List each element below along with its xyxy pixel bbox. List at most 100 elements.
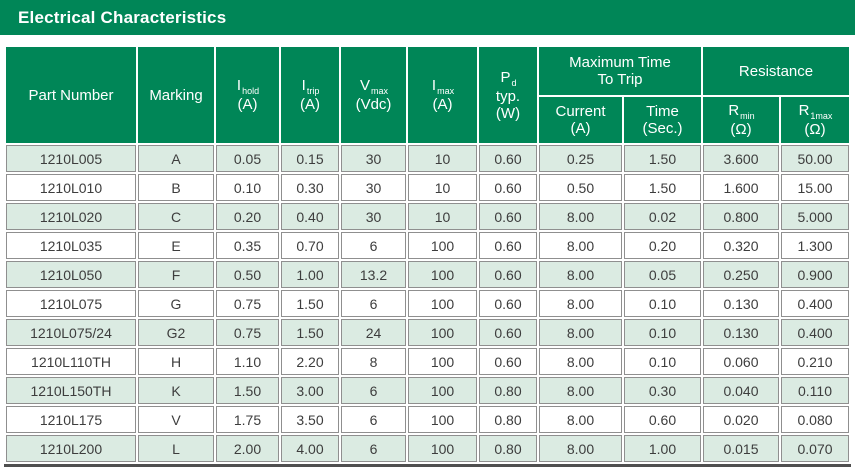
col-header-marking: Marking	[138, 47, 214, 143]
section-title-bar: Electrical Characteristics	[0, 0, 855, 35]
table-body: 1210L005 A 0.05 0.15 30 10 0.60 0.25 1.50 3.600 50…	[6, 145, 850, 462]
table-cell: 6	[341, 377, 406, 404]
table-cell: 0.020	[703, 406, 779, 433]
table-cell: 0.040	[703, 377, 779, 404]
table-cell: 50.00	[781, 145, 850, 172]
table-row: 1210L010 B 0.10 0.30 30 10 0.60 0.50 1.50 1.600 15…	[6, 174, 850, 201]
table-cell: 100	[408, 232, 477, 259]
table-cell: 1.50	[624, 145, 701, 172]
table-row: 1210L005 A 0.05 0.15 30 10 0.60 0.25 1.50 3.600 50…	[6, 145, 850, 172]
col-header-current: Current (A)	[539, 97, 622, 143]
col-header-part-number: Part Number	[6, 47, 136, 143]
table-cell: 0.130	[703, 290, 779, 317]
col-header-i-hold: Ihold (A)	[216, 47, 279, 143]
table-cell: 0.75	[216, 290, 279, 317]
table-cell: 100	[408, 406, 477, 433]
table-cell: 0.20	[624, 232, 701, 259]
col-header-r-1max: R1max (Ω)	[781, 97, 850, 143]
table-cell: 0.60	[479, 145, 537, 172]
table-cell: 0.60	[624, 406, 701, 433]
col-header-i-max: Imax (A)	[408, 47, 477, 143]
table-cell: 0.110	[781, 377, 850, 404]
table-cell: 1210L005	[6, 145, 136, 172]
col-header-time: Time (Sec.)	[624, 97, 701, 143]
col-header-v-max: Vmax (Vdc)	[341, 47, 406, 143]
table-cell: 0.70	[281, 232, 339, 259]
table-cell: 0.40	[281, 203, 339, 230]
table-cell: 8.00	[539, 203, 622, 230]
table-row: 1210L050 F 0.50 1.00 13.2 100 0.60 8.00 0.05 0.25…	[6, 261, 850, 288]
table-row: 1210L035 E 0.35 0.70 6 100 0.60 8.00 0.20 0.320 1.…	[6, 232, 850, 259]
table-cell: 8.00	[539, 261, 622, 288]
table-cell: 8.00	[539, 319, 622, 346]
table-cell: 0.400	[781, 319, 850, 346]
table-cell: 0.130	[703, 319, 779, 346]
table-cell: 0.50	[216, 261, 279, 288]
table-cell: 0.30	[624, 377, 701, 404]
table-cell: A	[138, 145, 214, 172]
table-cell: C	[138, 203, 214, 230]
table-cell: 6	[341, 435, 406, 462]
table-cell: 100	[408, 261, 477, 288]
table-cell: 0.070	[781, 435, 850, 462]
table-cell: 1.00	[624, 435, 701, 462]
table-cell: 0.10	[624, 348, 701, 375]
table-cell: G2	[138, 319, 214, 346]
table-cell: 0.10	[216, 174, 279, 201]
table-cell: 30	[341, 145, 406, 172]
col-header-r-min: Rmin (Ω)	[703, 97, 779, 143]
table-cell: 1210L110TH	[6, 348, 136, 375]
table-cell: 1.50	[281, 319, 339, 346]
table-cell: 0.35	[216, 232, 279, 259]
table-row: 1210L150TH K 1.50 3.00 6 100 0.80 8.00 0.30 0.040…	[6, 377, 850, 404]
table-cell: 1.75	[216, 406, 279, 433]
table-cell: 0.05	[624, 261, 701, 288]
table-cell: 100	[408, 290, 477, 317]
electrical-characteristics-table: Part Number Marking Ihold (A) Itrip (A) …	[4, 45, 852, 467]
table-cell: 1.10	[216, 348, 279, 375]
table-cell: 2.00	[216, 435, 279, 462]
table-row: 1210L075/24 G2 0.75 1.50 24 100 0.60 8.00 0.10 0.…	[6, 319, 850, 346]
table-cell: 3.600	[703, 145, 779, 172]
table-cell: 0.10	[624, 319, 701, 346]
table-cell: 6	[341, 290, 406, 317]
table-cell: 0.50	[539, 174, 622, 201]
table-cell: 0.060	[703, 348, 779, 375]
table-cell: F	[138, 261, 214, 288]
table-cell: 0.05	[216, 145, 279, 172]
table-row: 1210L075 G 0.75 1.50 6 100 0.60 8.00 0.10 0.130 0.…	[6, 290, 850, 317]
table-cell: G	[138, 290, 214, 317]
table-cell: 10	[408, 203, 477, 230]
table-cell: 6	[341, 232, 406, 259]
table-cell: 0.60	[479, 203, 537, 230]
table-cell: 0.15	[281, 145, 339, 172]
table-cell: 0.60	[479, 290, 537, 317]
table-cell: 3.00	[281, 377, 339, 404]
table-cell: 10	[408, 145, 477, 172]
table-cell: 0.320	[703, 232, 779, 259]
table-cell: 100	[408, 435, 477, 462]
group-header-max-time-to-trip: Maximum Time To Trip	[539, 47, 701, 95]
table-cell: 0.400	[781, 290, 850, 317]
table-cell: 0.800	[703, 203, 779, 230]
table-cell: 0.75	[216, 319, 279, 346]
table-cell: 0.60	[479, 348, 537, 375]
table-cell: 8.00	[539, 348, 622, 375]
table-cell: 4.00	[281, 435, 339, 462]
table-cell: 100	[408, 348, 477, 375]
table-cell: B	[138, 174, 214, 201]
table-cell: 1.600	[703, 174, 779, 201]
table-cell: 1210L035	[6, 232, 136, 259]
table-cell: 1.50	[216, 377, 279, 404]
table-cell: 0.60	[479, 174, 537, 201]
table-cell: 1210L075/24	[6, 319, 136, 346]
table-cell: 0.30	[281, 174, 339, 201]
table-cell: 0.10	[624, 290, 701, 317]
table-cell: 1210L150TH	[6, 377, 136, 404]
table-cell: 6	[341, 406, 406, 433]
table-cell: 0.080	[781, 406, 850, 433]
table-cell: 8.00	[539, 377, 622, 404]
table-cell: 1.300	[781, 232, 850, 259]
table-cell: E	[138, 232, 214, 259]
table-header: Part Number Marking Ihold (A) Itrip (A) …	[6, 47, 850, 143]
